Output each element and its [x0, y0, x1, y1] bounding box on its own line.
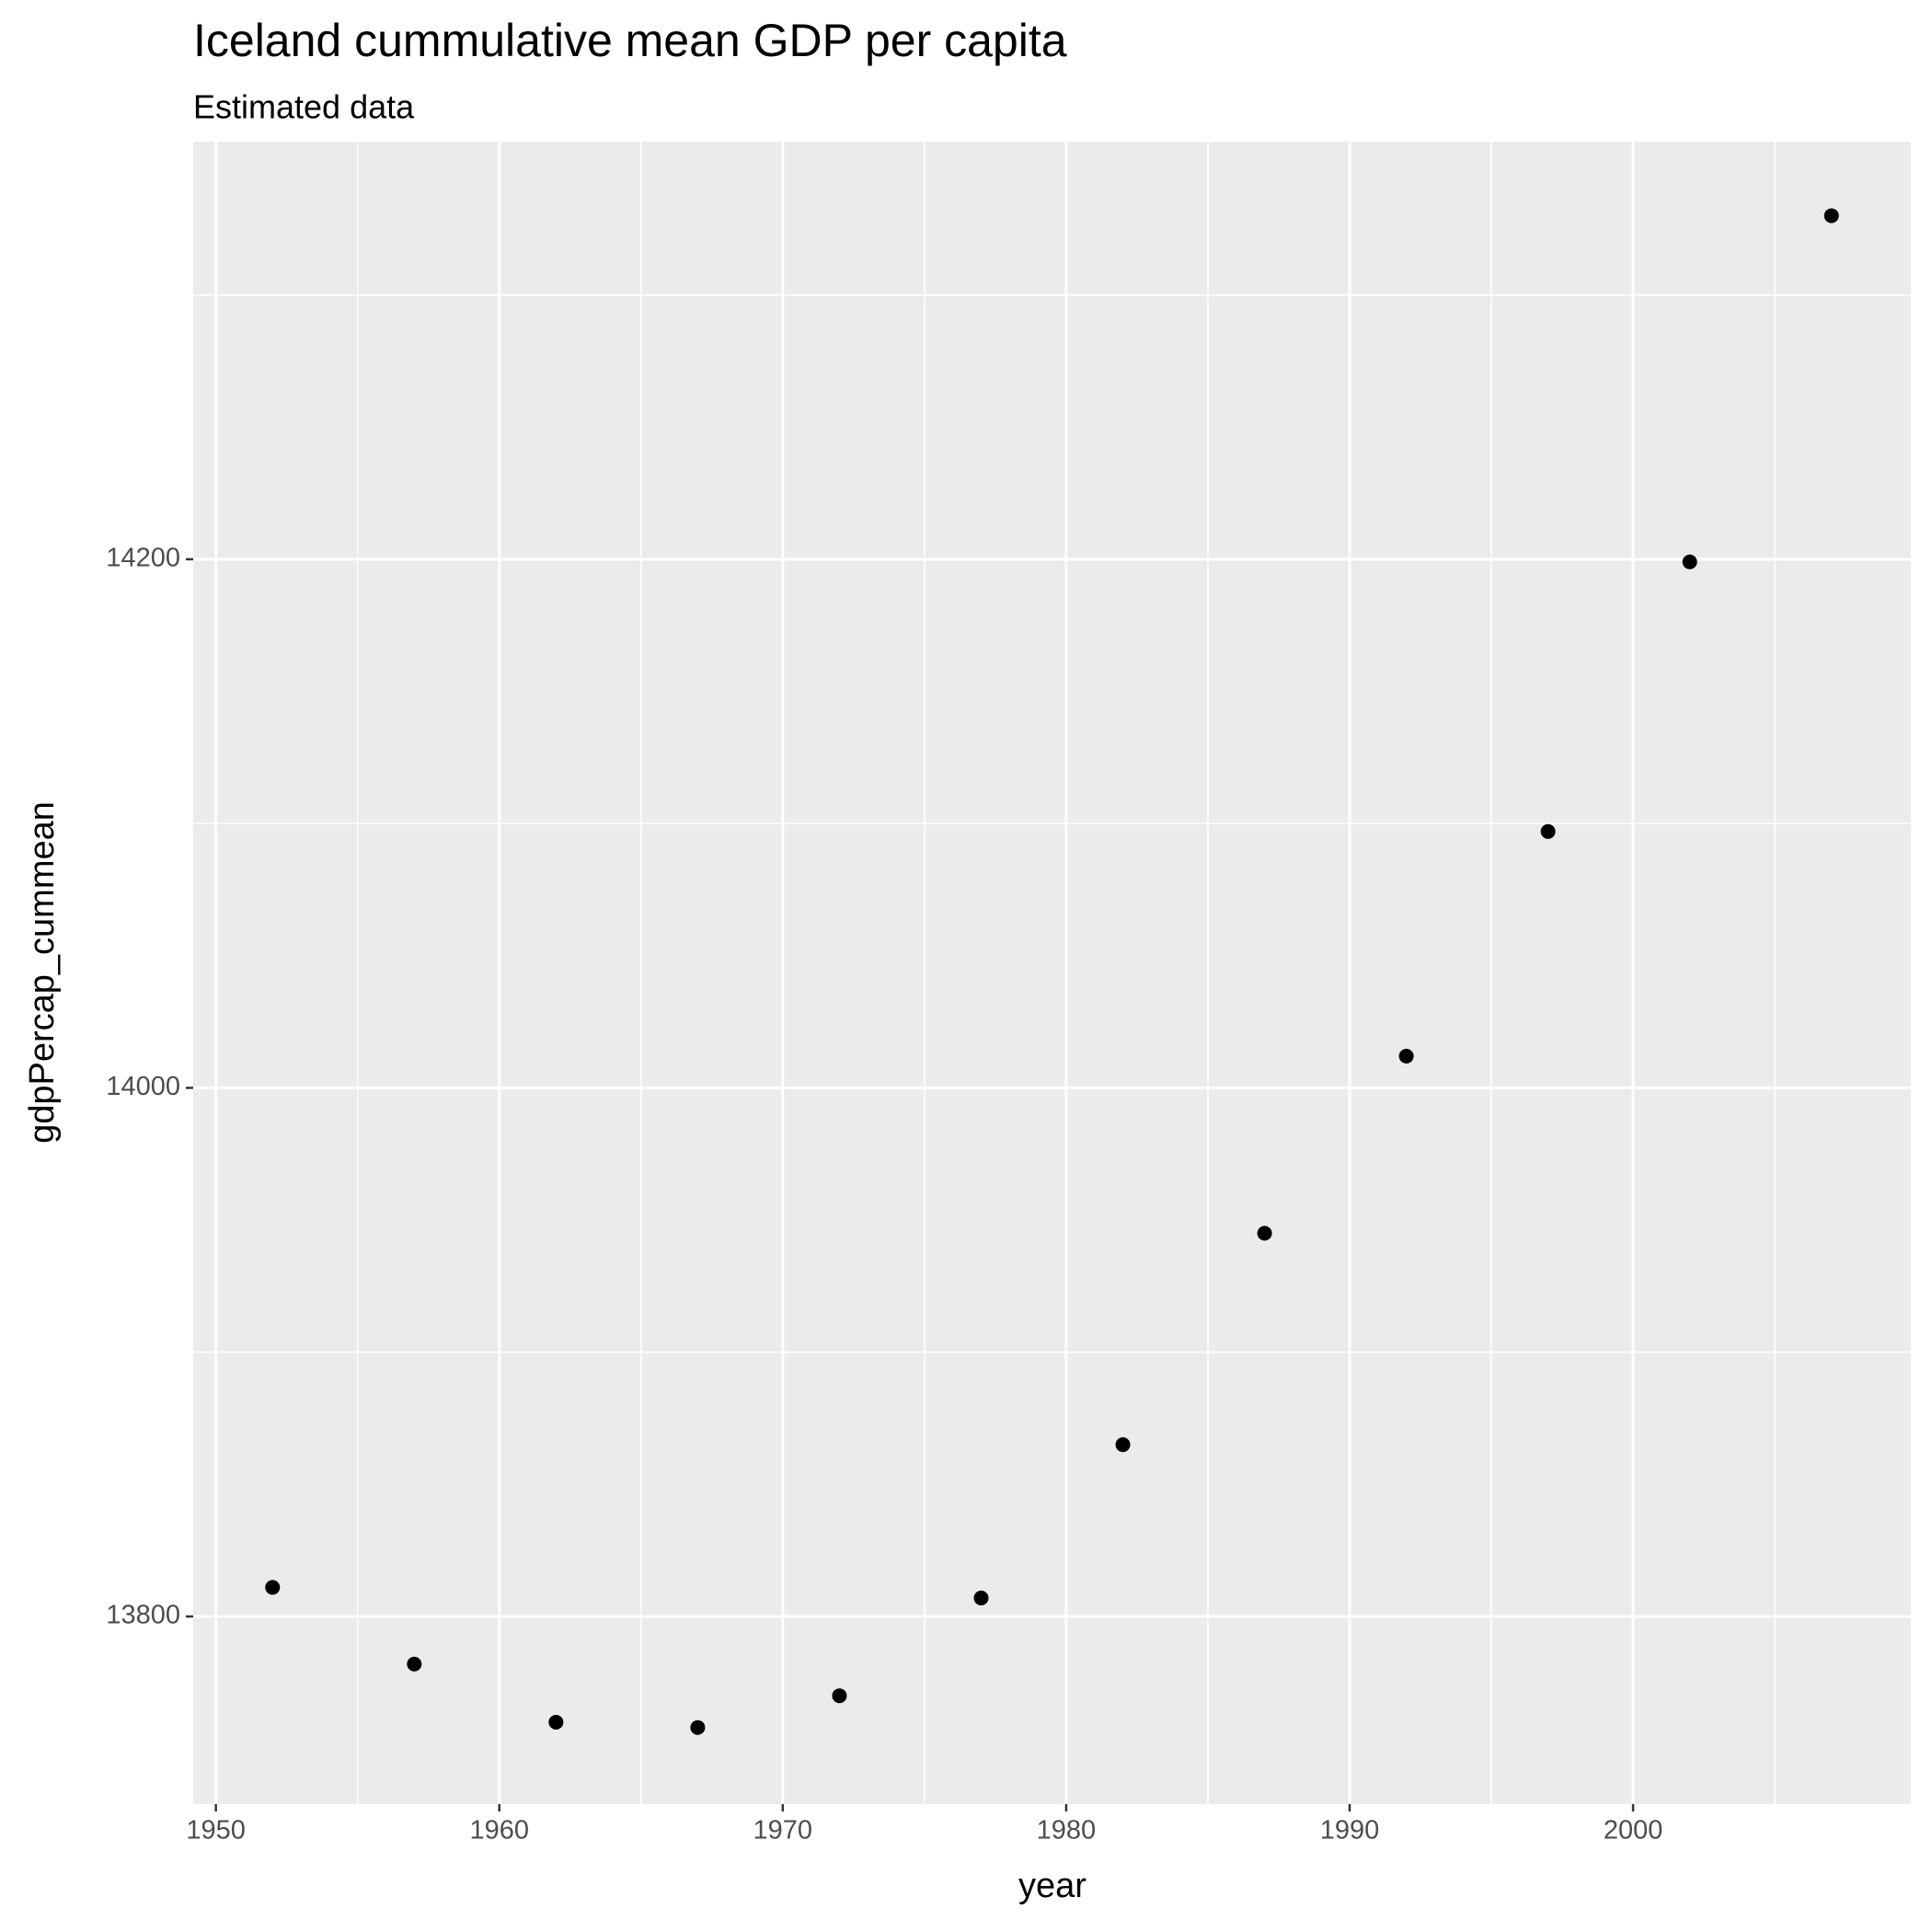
- chart-subtitle: Estimated data: [193, 88, 415, 126]
- x-axis-label: year: [1018, 1867, 1087, 1905]
- point: [1823, 208, 1839, 224]
- x-tick-label: 1950: [186, 1816, 246, 1846]
- point: [1398, 1048, 1414, 1064]
- y-tick-label: 13800: [106, 1601, 180, 1630]
- x-tick-label: 1970: [753, 1816, 813, 1846]
- chart-title: Iceland cummulative mean GDP per capita: [193, 15, 1067, 66]
- point: [265, 1580, 281, 1595]
- y-tick-label: 14200: [106, 544, 180, 573]
- point: [548, 1714, 564, 1730]
- x-tick-label: 1980: [1037, 1816, 1097, 1846]
- y-tick-label: 14000: [106, 1072, 180, 1101]
- point: [690, 1719, 706, 1735]
- point: [973, 1590, 989, 1605]
- x-tick-label: 1990: [1320, 1816, 1380, 1846]
- point: [1540, 823, 1556, 839]
- panel: [193, 142, 1911, 1804]
- point: [1682, 554, 1697, 569]
- point: [1257, 1225, 1272, 1241]
- y-axis-label: gdpPercap_cummean: [23, 801, 62, 1144]
- x-tick-label: 2000: [1604, 1816, 1663, 1846]
- x-tick-label: 1960: [469, 1816, 529, 1846]
- point: [1115, 1437, 1131, 1453]
- point: [832, 1688, 847, 1704]
- point: [407, 1656, 422, 1672]
